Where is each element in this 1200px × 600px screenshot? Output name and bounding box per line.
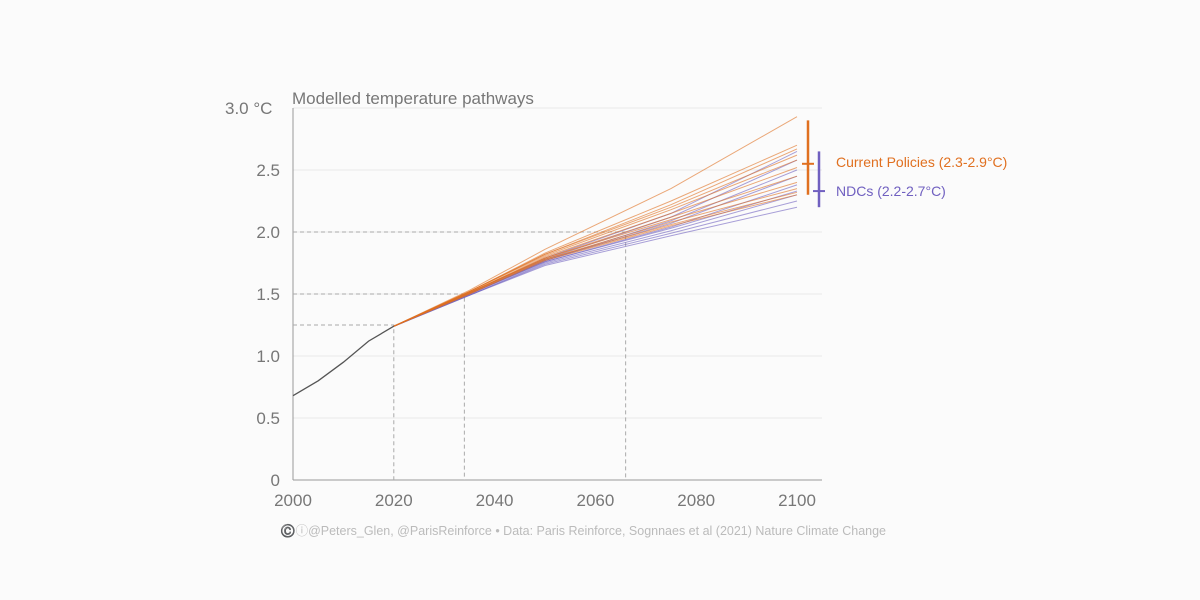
- reference-line: [293, 324, 395, 480]
- chart-title: Modelled temperature pathways: [292, 89, 534, 108]
- x-tick-label: 2080: [677, 491, 715, 510]
- current-policies-pathway: [393, 194, 798, 327]
- current-policies-pathway: [393, 116, 798, 327]
- ndc-pathway: [393, 190, 798, 327]
- x-tick-label: 2040: [476, 491, 514, 510]
- y-tick-label: 2.5: [256, 161, 280, 180]
- current-policies-pathway: [393, 159, 798, 327]
- footer-credits: ©️ⓘ@Peters_Glen, @ParisReinforce • Data:…: [280, 523, 886, 538]
- ndc-pathway: [393, 184, 798, 327]
- current-policies-pathway: [393, 181, 798, 327]
- x-tick-label: 2100: [778, 491, 816, 510]
- ndc-pathway: [393, 175, 798, 327]
- reference-line: [293, 293, 465, 480]
- y-tick-label: 2.0: [256, 223, 280, 242]
- x-tick-label: 2000: [274, 491, 312, 510]
- y-tick-label: 1.0: [256, 347, 280, 366]
- historical-line: [292, 325, 395, 397]
- ndc-pathway: [393, 194, 798, 327]
- ndc-pathway: [393, 206, 798, 327]
- y-tick-label: 0.5: [256, 409, 280, 428]
- y-tick-label: 0: [271, 471, 280, 490]
- legend-current-policies: Current Policies (2.3-2.9°C): [836, 154, 1007, 170]
- y-tick-label: 3.0 °C: [225, 99, 272, 118]
- y-tick-label: 1.5: [256, 285, 280, 304]
- x-tick-label: 2020: [375, 491, 413, 510]
- legend-ndcs: NDCs (2.2-2.7°C): [836, 183, 946, 199]
- x-tick-label: 2060: [576, 491, 614, 510]
- ndc-pathway: [393, 200, 798, 327]
